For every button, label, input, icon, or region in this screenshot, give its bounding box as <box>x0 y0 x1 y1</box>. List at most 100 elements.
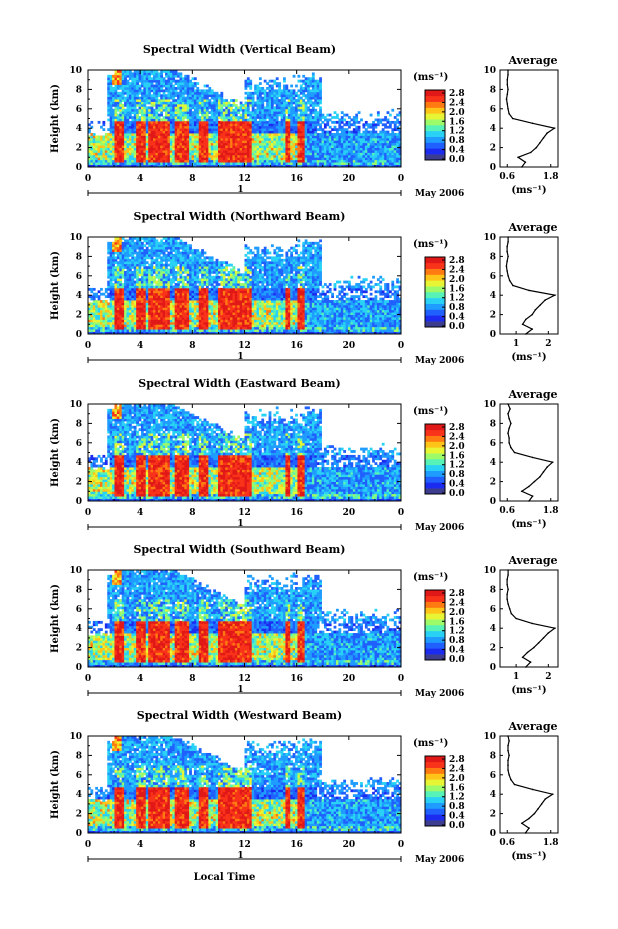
heatmap-cell <box>150 145 154 148</box>
heatmap-cell <box>160 157 164 161</box>
heatmap-cell <box>307 106 310 110</box>
heatmap-cell <box>258 89 262 93</box>
heatmap-cell <box>172 77 176 81</box>
heatmap-cell <box>177 164 180 168</box>
heatmap-cell <box>213 130 217 134</box>
heatmap-cell <box>295 101 298 105</box>
heatmap-cell <box>121 309 125 313</box>
heatmap-cells <box>88 70 402 168</box>
heatmap-cell <box>143 283 147 286</box>
heatmap-cell <box>263 113 267 117</box>
heatmap-cell <box>256 145 260 148</box>
heatmap-cell <box>155 116 159 119</box>
heatmap-cell <box>270 130 274 134</box>
heatmap-cell <box>165 82 168 85</box>
heatmap-cell <box>263 108 267 112</box>
heatmap-cell <box>263 150 267 153</box>
heatmap-cell <box>254 86 257 90</box>
heatmap-cell <box>143 94 147 98</box>
heatmap-cell <box>275 120 279 124</box>
heatmap-cell <box>88 164 91 168</box>
colorbar-swatch <box>425 107 445 114</box>
heatmap-cell <box>126 96 130 100</box>
heatmap-cell <box>398 128 402 132</box>
heatmap-cell <box>150 89 154 93</box>
heatmap-cell <box>186 150 190 153</box>
heatmap-cell <box>270 133 274 136</box>
heatmap-cell <box>186 94 190 98</box>
heatmap-cell <box>112 123 115 127</box>
heatmap-cell <box>205 103 209 107</box>
profile-x-tick-label: 0.6 <box>499 172 515 182</box>
heatmap-cell <box>208 164 212 168</box>
heatmap-cell <box>319 84 322 88</box>
heatmap-cell <box>189 125 192 129</box>
heatmap-cell <box>251 123 255 127</box>
heatmap-cell <box>225 106 229 110</box>
profile-point <box>535 146 538 149</box>
heatmap-cell <box>177 96 180 100</box>
heatmap-cell <box>143 145 147 148</box>
heatmap-cell <box>138 103 142 107</box>
heatmap-cell <box>302 135 306 139</box>
heatmap-cell <box>143 99 147 102</box>
heatmap-cell <box>201 142 204 146</box>
heatmap-cell <box>261 101 265 105</box>
heatmap-cell <box>254 108 257 112</box>
heatmap-cell <box>357 152 361 156</box>
heatmap-cell <box>314 96 318 100</box>
heatmap-cell <box>258 103 262 107</box>
heatmap-cell <box>193 96 197 100</box>
heatmap-cell <box>237 159 241 163</box>
x-tick-label: 0 <box>398 174 404 184</box>
heatmap-cell <box>88 157 91 161</box>
heatmap-cell <box>131 317 135 320</box>
heatmap-cell <box>254 150 257 153</box>
heatmap-cell <box>278 128 282 132</box>
heatmap-cell <box>177 142 180 146</box>
heatmap-cell <box>114 103 118 107</box>
heatmap-cell <box>119 86 123 90</box>
heatmap-cell <box>136 307 139 311</box>
heatmap-cell <box>97 307 101 311</box>
heatmap-cell <box>338 142 342 146</box>
heatmap-cell <box>148 147 151 151</box>
heatmap-cell <box>165 239 168 243</box>
heatmap-cell <box>372 145 375 148</box>
heatmap-cell <box>189 162 192 165</box>
heatmap-cell <box>131 84 135 88</box>
heatmap-cell <box>121 140 125 144</box>
heatmap-cell <box>201 133 204 136</box>
heatmap-cell <box>177 145 180 148</box>
heatmap-cell <box>362 157 366 161</box>
heatmap-cell <box>160 140 164 144</box>
heatmap-cell <box>331 135 334 139</box>
heatmap-cell <box>268 154 272 158</box>
heatmap-cell <box>109 113 113 117</box>
heatmap-cell <box>345 140 349 144</box>
heatmap-cell <box>388 135 392 139</box>
heatmap-cell <box>124 140 127 144</box>
heatmap-cell <box>186 135 190 139</box>
heatmap-cell <box>119 94 123 98</box>
heatmap-cell <box>184 91 188 95</box>
heatmap-cell <box>181 135 185 139</box>
heatmap-cell <box>278 108 282 112</box>
heatmap-cell <box>345 137 349 141</box>
heatmap-cell <box>225 133 229 136</box>
heatmap-cell <box>352 145 356 148</box>
profile-point <box>530 151 532 154</box>
heatmap-cell <box>364 120 368 124</box>
heatmap-cell <box>348 120 351 124</box>
heatmap-cell <box>210 152 214 156</box>
heatmap-cell <box>256 135 260 139</box>
heatmap-cell <box>138 150 142 153</box>
heatmap-cell <box>230 159 233 163</box>
heatmap-cell <box>133 263 137 267</box>
heatmap-cell <box>160 74 164 78</box>
heatmap-cell <box>304 111 308 115</box>
heatmap-cell <box>119 273 123 277</box>
heatmap-cell <box>203 96 207 100</box>
heatmap-cell <box>319 145 322 148</box>
heatmap-cell <box>148 319 151 323</box>
